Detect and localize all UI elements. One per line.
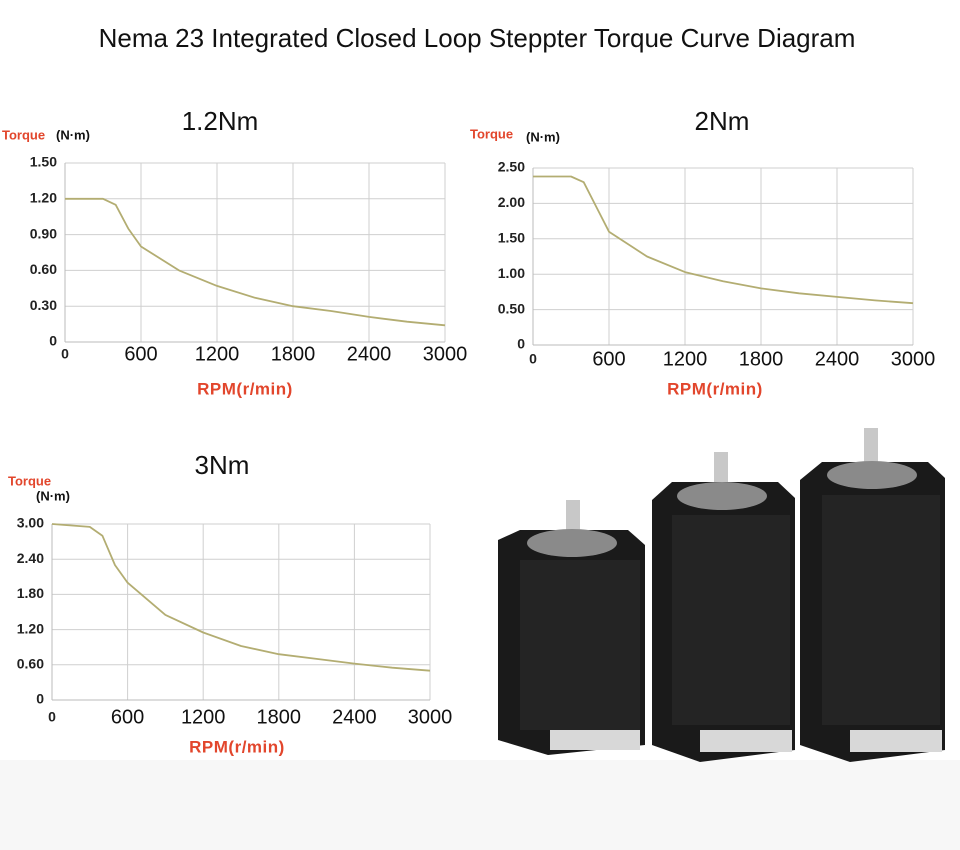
page-title: Nema 23 Integrated Closed Loop Steppter … <box>99 23 856 53</box>
y-axis-label: Torque <box>2 127 45 142</box>
y-tick-label: 0.50 <box>498 300 525 316</box>
y-axis-unit: (N·m) <box>56 127 90 142</box>
x-tick-label: 3000 <box>408 706 453 728</box>
x-tick-label: 600 <box>592 348 625 370</box>
x-tick-label: 1200 <box>195 343 240 365</box>
x-tick-label: 600 <box>111 706 144 728</box>
x-tick-label: 3000 <box>891 348 936 370</box>
x-tick-label: 0 <box>61 346 69 362</box>
y-tick-label: 2.50 <box>498 159 525 175</box>
y-tick-label: 3.00 <box>17 515 44 531</box>
torque-line <box>65 197 446 327</box>
y-axis-label: Torque <box>8 473 51 488</box>
y-tick-label: 1.80 <box>17 585 44 601</box>
x-tick-label: 1800 <box>271 343 316 365</box>
x-tick-label: 2400 <box>332 706 377 728</box>
x-tick-label: 1800 <box>739 348 784 370</box>
torque-line <box>51 523 431 672</box>
x-tick-label: 0 <box>529 351 537 367</box>
y-tick-label: 1.50 <box>498 230 525 246</box>
y-tick-label: 0 <box>49 333 57 349</box>
y-tick-label: 1.20 <box>30 190 57 206</box>
y-tick-label: 0.60 <box>30 261 57 277</box>
x-axis-label: RPM(r/min) <box>189 737 285 756</box>
y-axis-label: Torque <box>470 126 513 141</box>
y-tick-label: 1.00 <box>498 265 525 281</box>
x-tick-label: 2400 <box>815 348 860 370</box>
y-tick-label: 1.20 <box>17 620 44 636</box>
footer-band <box>0 760 960 850</box>
x-tick-label: 3000 <box>423 343 468 365</box>
chart-title: 2Nm <box>695 106 750 136</box>
y-tick-label: 0 <box>517 336 525 352</box>
y-tick-label: 2.00 <box>498 194 525 210</box>
motor-medium <box>652 452 795 762</box>
torque-line <box>533 175 914 305</box>
x-axis-label: RPM(r/min) <box>667 379 763 398</box>
motor-photo <box>498 428 945 762</box>
y-tick-label: 0.30 <box>30 297 57 313</box>
x-axis-label: RPM(r/min) <box>197 379 293 398</box>
y-tick-label: 0.90 <box>30 225 57 241</box>
x-tick-label: 0 <box>48 709 56 725</box>
x-tick-label: 1200 <box>663 348 708 370</box>
chart-title: 1.2Nm <box>182 106 259 136</box>
y-tick-label: 1.50 <box>30 154 57 170</box>
y-axis-unit: (N·m) <box>526 129 560 144</box>
x-tick-label: 1800 <box>257 706 302 728</box>
y-tick-label: 2.40 <box>17 550 44 566</box>
x-tick-label: 600 <box>124 343 157 365</box>
y-axis-unit: (N·m) <box>36 488 70 503</box>
motor-large <box>800 428 945 762</box>
y-tick-label: 0.60 <box>17 656 44 672</box>
x-tick-label: 2400 <box>347 343 392 365</box>
x-tick-label: 1200 <box>181 706 226 728</box>
chart-title: 3Nm <box>195 450 250 480</box>
motor-small <box>498 500 645 755</box>
y-tick-label: 0 <box>36 691 44 707</box>
